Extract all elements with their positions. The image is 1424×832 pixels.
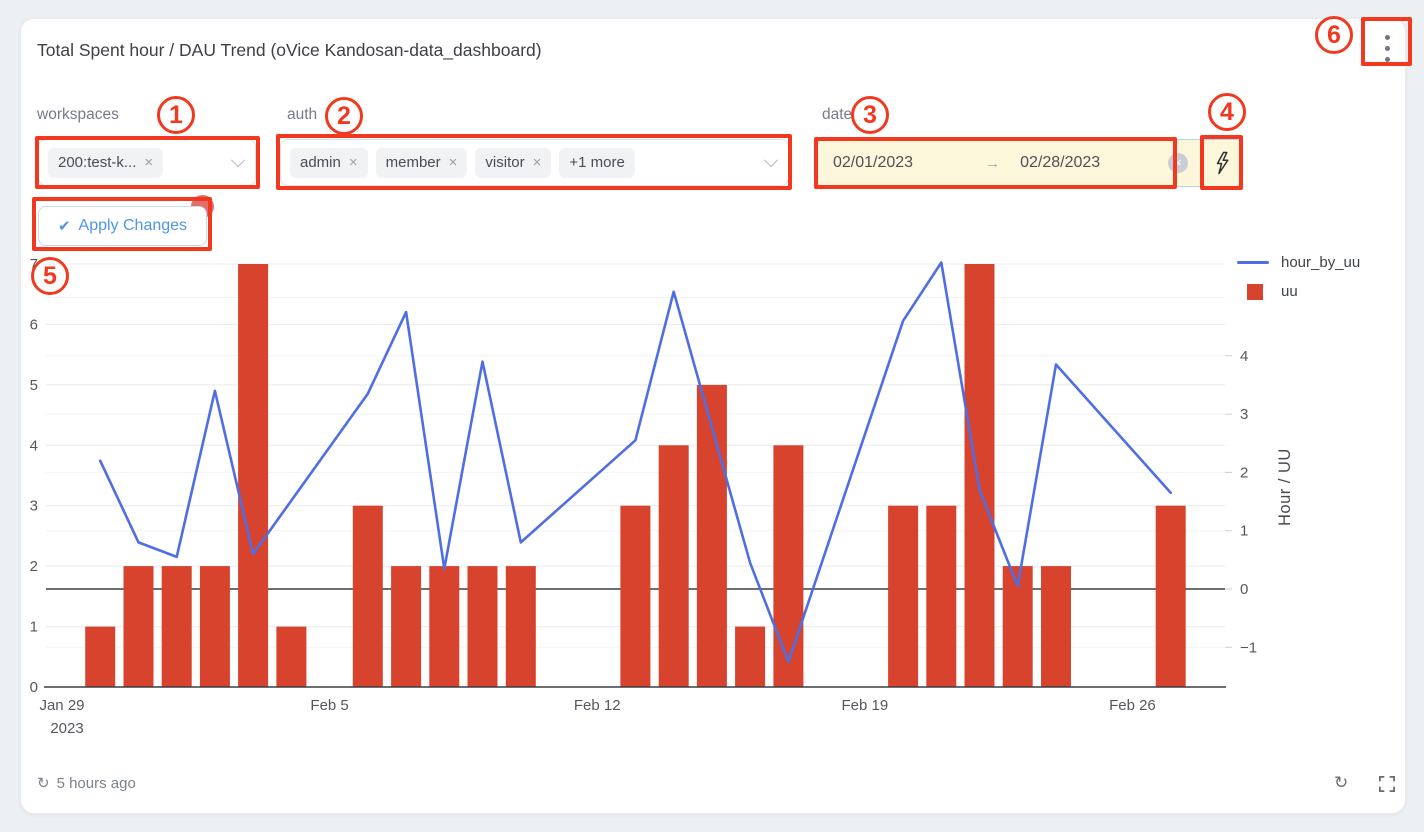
bar-uu-feb-21[interactable]	[926, 505, 957, 687]
bar-uu-feb-2[interactable]	[199, 566, 230, 687]
lightning-bolt-icon	[1216, 151, 1229, 175]
remove-chip-icon[interactable]: ×	[348, 154, 358, 171]
kebab-dot-icon	[1384, 56, 1390, 62]
legend-label: uu	[1281, 283, 1298, 300]
auth-chip-label: member	[385, 154, 441, 171]
bar-uu-feb-14[interactable]	[658, 445, 689, 687]
bar-uu-feb-20[interactable]	[888, 505, 919, 687]
bar-uu-feb-7[interactable]	[391, 566, 422, 687]
apply-changes-button[interactable]: ✔ Apply Changes	[38, 206, 207, 246]
bar-uu-feb-3[interactable]	[238, 264, 269, 687]
date-filter-label: date	[822, 106, 853, 123]
bar-series-swatch-icon	[1247, 283, 1263, 300]
auth-chip: visitor ×	[475, 147, 552, 178]
workspaces-chip: 200:test-k... ×	[48, 147, 164, 178]
workspaces-filter-label: workspaces	[37, 106, 119, 123]
refresh-icon[interactable]: ↻	[37, 775, 50, 792]
chevron-down-icon[interactable]	[230, 152, 246, 167]
bar-uu-feb-16[interactable]	[735, 626, 766, 687]
last-refresh-text: 5 hours ago	[56, 774, 136, 792]
auth-select[interactable]: admin × member × visitor × +1 more	[280, 139, 789, 186]
kebab-dot-icon	[1384, 34, 1390, 40]
line-hour_by_uu[interactable]	[98, 261, 1172, 664]
card-title[interactable]: Total Spent hour / DAU Trend (oVice Kand…	[37, 40, 542, 60]
legend-label: hour_by_uu	[1281, 254, 1361, 271]
fullscreen-icon	[1379, 776, 1395, 792]
right-axis-title: Hour / UU	[1276, 448, 1294, 526]
workspaces-chip-label: 200:test-k...	[58, 154, 137, 171]
auth-chip: member ×	[375, 147, 468, 178]
auth-chip: admin ×	[290, 147, 368, 178]
bar-uu-feb-10[interactable]	[505, 566, 536, 687]
remove-chip-icon[interactable]: ×	[448, 154, 458, 171]
bar-uu-feb-24[interactable]	[1041, 566, 1071, 687]
bar-uu-feb-17[interactable]	[773, 445, 804, 687]
remove-chip-icon[interactable]: ×	[144, 154, 154, 171]
auth-overflow-chip[interactable]: +1 more	[559, 147, 635, 178]
auth-filter-label: auth	[287, 106, 318, 123]
date-range-widget[interactable]: 02/01/2023 → 02/28/2023 ×	[815, 139, 1243, 187]
apply-changes-label: Apply Changes	[78, 217, 188, 234]
fullscreen-button[interactable]	[1379, 776, 1395, 797]
last-refresh-status: ↻ 5 hours ago	[37, 774, 136, 793]
legend-item-hour-by-uu[interactable]: hour_by_uu	[1237, 254, 1360, 271]
chevron-down-icon[interactable]	[763, 152, 779, 167]
check-icon: ✔	[57, 218, 71, 235]
refresh-card-button[interactable]: ↻	[1334, 773, 1349, 792]
bar-uu-jan-30[interactable]	[85, 626, 116, 687]
bar-uu-feb-4[interactable]	[276, 626, 307, 687]
bar-uu-feb-1[interactable]	[161, 566, 192, 687]
workspaces-select[interactable]: 200:test-k... ×	[38, 139, 256, 186]
date-range-arrow-icon: →	[985, 154, 1001, 172]
clear-date-button[interactable]: ×	[1168, 153, 1188, 173]
date-start-value[interactable]: 02/01/2023	[833, 154, 914, 171]
kebab-dot-icon	[1384, 45, 1390, 51]
auth-overflow-label: +1 more	[569, 154, 625, 171]
auth-chip-label: visitor	[485, 154, 525, 171]
date-end-value[interactable]: 02/28/2023	[1020, 154, 1101, 171]
cache-flash-button[interactable]	[1200, 140, 1242, 186]
bar-uu-feb-15[interactable]	[696, 384, 727, 687]
bar-uu-feb-22[interactable]	[964, 264, 995, 687]
remove-chip-icon[interactable]: ×	[532, 154, 542, 171]
legend-item-uu[interactable]: uu	[1247, 283, 1298, 300]
bar-uu-feb-9[interactable]	[467, 566, 498, 687]
bar-uu-jan-31[interactable]	[123, 566, 154, 687]
bar-uu-feb-6[interactable]	[352, 505, 383, 687]
bar-uu-feb-27[interactable]	[1155, 505, 1186, 687]
bar-uu-feb-13[interactable]	[620, 505, 651, 687]
kebab-menu-button[interactable]	[1374, 28, 1400, 68]
bar-uu-feb-8[interactable]	[429, 566, 460, 687]
line-series-swatch-icon	[1237, 260, 1269, 265]
auth-chip-label: admin	[300, 154, 341, 171]
